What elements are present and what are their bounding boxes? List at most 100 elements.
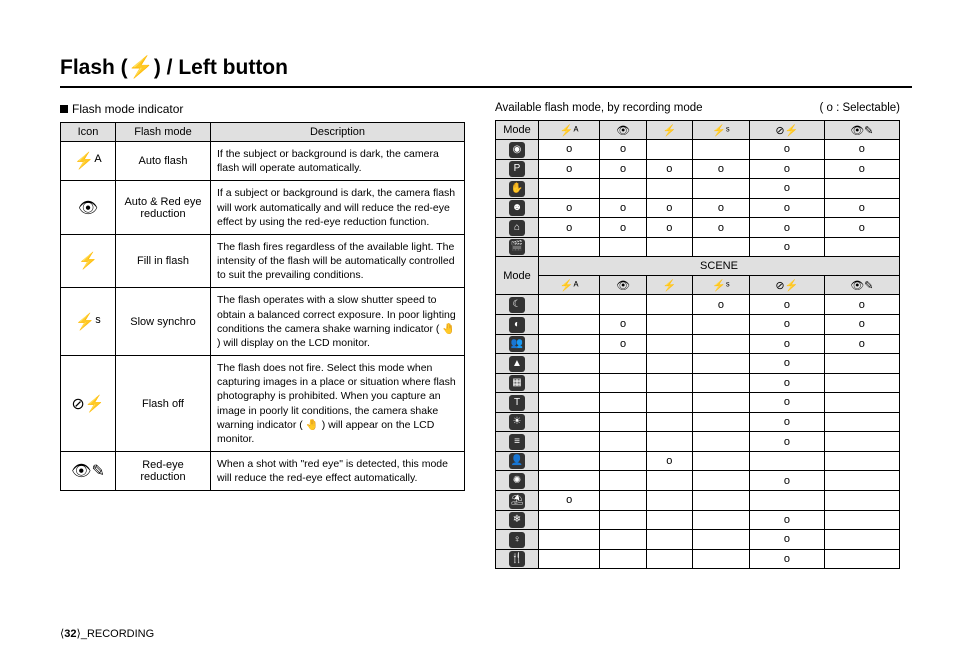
table-row: ⛱o bbox=[496, 491, 900, 511]
flash-icon-cell: 👁 bbox=[61, 181, 116, 235]
flash-desc-cell: If the subject or background is dark, th… bbox=[211, 142, 465, 181]
col-desc: Description bbox=[211, 123, 465, 142]
avail-cell bbox=[824, 510, 899, 530]
avail-cell bbox=[692, 393, 749, 413]
avail-cell: o bbox=[750, 354, 825, 374]
avail-cell bbox=[692, 334, 749, 354]
avail-cell bbox=[600, 471, 647, 491]
avail-cell bbox=[539, 510, 600, 530]
table-row: ☾ooo bbox=[496, 295, 900, 315]
avail-cell bbox=[692, 471, 749, 491]
flash-icon-cell: ⚡ˢ bbox=[61, 288, 116, 356]
avail-cell bbox=[646, 373, 692, 393]
avail-cell bbox=[692, 140, 749, 160]
flash-col-icon: ⚡ˢ bbox=[692, 121, 749, 140]
avail-cell: o bbox=[600, 334, 647, 354]
mode-icon-cell: ❄ bbox=[496, 510, 539, 530]
table-row: ❄o bbox=[496, 510, 900, 530]
avail-cell: o bbox=[750, 471, 825, 491]
mode-icon-cell: ◉ bbox=[496, 140, 539, 160]
page-title: Flash (⚡) / Left button bbox=[60, 56, 912, 80]
flash-col-icon: 👁✎ bbox=[824, 121, 899, 140]
table-row: 🍴o bbox=[496, 549, 900, 569]
avail-cell: o bbox=[539, 140, 600, 160]
col-icon: Icon bbox=[61, 123, 116, 142]
avail-cell: o bbox=[750, 314, 825, 334]
avail-cell: o bbox=[824, 218, 899, 238]
flash-mode-cell: Flash off bbox=[116, 356, 211, 452]
avail-cell bbox=[692, 314, 749, 334]
avail-cell: o bbox=[750, 432, 825, 452]
avail-cell bbox=[539, 530, 600, 550]
avail-cell bbox=[646, 491, 692, 511]
mode-icon-cell: ⌂ bbox=[496, 218, 539, 238]
page: Flash (⚡) / Left button Flash mode indic… bbox=[0, 0, 954, 660]
table-row: To bbox=[496, 393, 900, 413]
table-row: 🎬o bbox=[496, 237, 900, 257]
avail-cell bbox=[539, 373, 600, 393]
avail-cell bbox=[600, 530, 647, 550]
avail-cell: o bbox=[539, 198, 600, 218]
avail-cell: o bbox=[824, 314, 899, 334]
flash-col-icon: 👁✎ bbox=[824, 276, 899, 295]
avail-cell bbox=[539, 549, 600, 569]
table-row: ⌂oooooo bbox=[496, 218, 900, 238]
avail-cell: o bbox=[750, 373, 825, 393]
flash-icon-cell: ⚡ bbox=[61, 234, 116, 288]
mode-header: Mode bbox=[496, 257, 539, 295]
flash-icon-cell: ⚡ᴬ bbox=[61, 142, 116, 181]
avail-cell bbox=[824, 354, 899, 374]
right-column: Available flash mode, by recording mode … bbox=[495, 102, 900, 569]
avail-cell: o bbox=[646, 198, 692, 218]
avail-cell bbox=[539, 179, 600, 199]
avail-cell bbox=[692, 510, 749, 530]
table-row: ✋o bbox=[496, 179, 900, 199]
table-row: ▦o bbox=[496, 373, 900, 393]
avail-cell: o bbox=[824, 334, 899, 354]
mode-icon-cell: ▲ bbox=[496, 354, 539, 374]
table-row: 👁✎Red-eye reductionWhen a shot with "red… bbox=[61, 452, 465, 491]
avail-cell: o bbox=[750, 412, 825, 432]
avail-cell bbox=[600, 549, 647, 569]
avail-cell: o bbox=[824, 140, 899, 160]
right-header: Available flash mode, by recording mode … bbox=[495, 102, 900, 114]
avail-cell: o bbox=[824, 295, 899, 315]
avail-cell bbox=[600, 237, 647, 257]
avail-cell: o bbox=[600, 218, 647, 238]
avail-cell bbox=[824, 549, 899, 569]
footer-section: _RECORDING bbox=[81, 628, 154, 640]
avail-cell bbox=[600, 412, 647, 432]
bullet-icon bbox=[60, 105, 68, 113]
table-row: ⊘⚡Flash offThe flash does not fire. Sele… bbox=[61, 356, 465, 452]
avail-cell: o bbox=[750, 510, 825, 530]
flash-mode-cell: Auto & Red eye reduction bbox=[116, 181, 211, 235]
title-prefix: Flash ( bbox=[60, 56, 128, 79]
avail-cell bbox=[824, 491, 899, 511]
flash-indicator-label: Flash mode indicator bbox=[60, 102, 465, 116]
mode-icon-cell: 🍴 bbox=[496, 549, 539, 569]
table-row: Poooooo bbox=[496, 159, 900, 179]
avail-cell bbox=[646, 530, 692, 550]
mode-icon-cell: ▦ bbox=[496, 373, 539, 393]
avail-cell bbox=[692, 530, 749, 550]
flash-mode-cell: Slow synchro bbox=[116, 288, 211, 356]
left-column: Flash mode indicator Icon Flash mode Des… bbox=[60, 102, 465, 569]
avail-cell bbox=[600, 179, 647, 199]
flash-col-icon: ⚡ᴬ bbox=[539, 121, 600, 140]
page-number: 32 bbox=[64, 628, 76, 640]
table-row: ⚡Fill in flashThe flash fires regardless… bbox=[61, 234, 465, 288]
avail-cell bbox=[539, 471, 600, 491]
avail-cell bbox=[646, 140, 692, 160]
flash-desc-cell: The flash does not fire. Select this mod… bbox=[211, 356, 465, 452]
footer: ⟨32⟩_RECORDING bbox=[60, 627, 154, 640]
avail-cell bbox=[824, 530, 899, 550]
avail-cell: o bbox=[539, 159, 600, 179]
avail-cell bbox=[692, 491, 749, 511]
avail-cell: o bbox=[750, 393, 825, 413]
avail-cell: o bbox=[750, 549, 825, 569]
table-row: ☀o bbox=[496, 412, 900, 432]
columns: Flash mode indicator Icon Flash mode Des… bbox=[60, 102, 912, 569]
flash-col-icon: ⚡ bbox=[646, 121, 692, 140]
avail-cell bbox=[824, 373, 899, 393]
avail-cell bbox=[539, 295, 600, 315]
